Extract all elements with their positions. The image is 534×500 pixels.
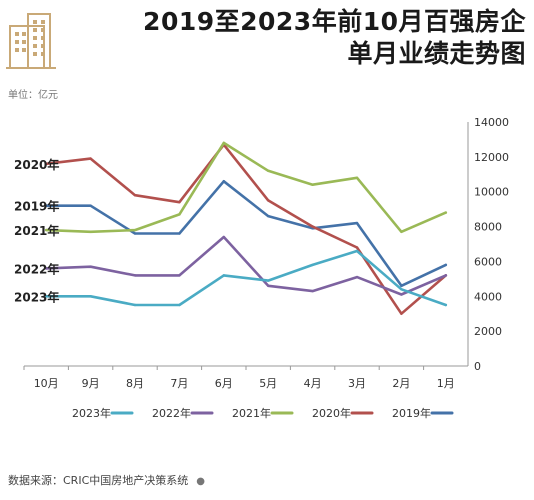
data-point-2021 — [267, 169, 270, 172]
data-point-2023 — [311, 263, 314, 267]
data-point-2022 — [45, 267, 48, 270]
x-tick-label: 7月 — [170, 377, 188, 390]
data-point-2021 — [178, 213, 181, 216]
data-point-2022 — [444, 274, 447, 277]
legend-label: 2023年 — [72, 406, 111, 420]
data-point-2021 — [222, 141, 225, 145]
line-end-label: 2019年 — [14, 199, 59, 214]
data-point-2019 — [222, 180, 225, 183]
data-point-2023 — [178, 303, 181, 307]
data-point-2021 — [444, 211, 447, 214]
data-point-2019 — [444, 263, 447, 267]
x-tick-label: 5月 — [259, 377, 277, 390]
x-tick-label: 2月 — [392, 377, 410, 390]
x-tick-label: 8月 — [126, 377, 144, 390]
legend-label: 2022年 — [152, 406, 191, 420]
data-point-2020 — [267, 199, 270, 202]
y-tick-label: 10000 — [474, 186, 509, 199]
data-point-2022 — [311, 289, 314, 293]
data-point-2019 — [178, 232, 181, 235]
data-point-2022 — [133, 274, 137, 277]
series-line-2021 — [44, 141, 448, 234]
series-line-2022 — [44, 235, 448, 296]
unit-label: 单位：亿元 — [8, 90, 58, 101]
data-point-2020 — [45, 162, 48, 166]
data-point-2020 — [89, 157, 92, 160]
y-tick-label: 8000 — [474, 221, 502, 234]
line-end-label: 2020年 — [14, 157, 59, 172]
x-tick-label: 3月 — [348, 377, 366, 390]
data-point-2020 — [178, 200, 181, 204]
data-point-2020 — [400, 312, 403, 315]
data-point-2019 — [89, 204, 92, 207]
data-point-2020 — [133, 194, 137, 197]
data-point-2022 — [267, 284, 270, 288]
bullet-icon: ● — [196, 476, 205, 487]
data-point-2023 — [133, 303, 137, 307]
data-point-2022 — [355, 275, 359, 279]
series-line-2020 — [44, 143, 448, 316]
data-point-2019 — [267, 214, 270, 218]
data-point-2023 — [267, 279, 270, 282]
building-logo-icon — [6, 13, 56, 69]
data-point-2021 — [355, 176, 359, 179]
y-tick-label: 0 — [474, 360, 481, 373]
x-tick-label: 4月 — [304, 377, 322, 390]
data-point-2023 — [222, 274, 225, 277]
data-point-2022 — [222, 235, 225, 239]
x-tick-label: 1月 — [437, 377, 455, 390]
data-point-2021 — [89, 230, 92, 233]
title-line-1: 2019至2023年前10月百强房企 — [143, 7, 526, 36]
line-chart: 0 2000 4000 6000 8000 10000 12000 14000 1月 2月 3月 4… — [14, 116, 509, 420]
data-point-2022 — [178, 274, 181, 277]
y-tick-label: 6000 — [474, 255, 502, 268]
data-point-2021 — [400, 230, 403, 233]
data-point-2021 — [45, 228, 48, 232]
data-point-2023 — [444, 303, 447, 307]
data-point-2023 — [89, 295, 92, 298]
data-point-2023 — [45, 295, 48, 298]
line-end-label: 2023年 — [14, 289, 59, 304]
data-point-2021 — [311, 183, 314, 186]
legend-label: 2021年 — [232, 406, 271, 420]
data-point-2019 — [400, 284, 403, 288]
data-point-2023 — [400, 288, 403, 291]
data-point-2019 — [355, 221, 359, 225]
line-end-label: 2022年 — [14, 261, 59, 276]
source-label: 数据来源：CRIC中国房地产决策系统 — [8, 474, 189, 487]
series-line-2019 — [44, 180, 448, 288]
x-tick-label: 6月 — [215, 377, 233, 390]
data-point-2020 — [355, 246, 359, 249]
data-point-2020 — [311, 225, 314, 228]
series-line-2023 — [44, 249, 448, 307]
data-point-2019 — [133, 232, 137, 235]
data-point-2023 — [355, 249, 359, 253]
data-point-2019 — [45, 204, 48, 207]
y-tick-label: 14000 — [474, 116, 509, 129]
y-tick-label: 4000 — [474, 290, 502, 303]
title-line-2: 单月业绩走势图 — [347, 39, 526, 68]
x-tick-label: 10月 — [34, 377, 59, 390]
x-tick-label: 9月 — [82, 377, 100, 390]
legend-label: 2020年 — [312, 406, 351, 420]
line-end-label: 2021年 — [14, 223, 59, 238]
y-tick-label: 12000 — [474, 151, 509, 164]
legend-label: 2019年 — [392, 406, 431, 420]
source-note: 数据来源：CRIC中国房地产决策系统 ● — [8, 472, 205, 488]
y-tick-label: 2000 — [474, 325, 502, 338]
chart-title: 2019至2023年前10月百强房企 单月业绩走势图 — [70, 6, 526, 70]
data-point-2021 — [133, 228, 137, 232]
data-point-2022 — [400, 293, 403, 296]
data-point-2022 — [89, 265, 92, 268]
